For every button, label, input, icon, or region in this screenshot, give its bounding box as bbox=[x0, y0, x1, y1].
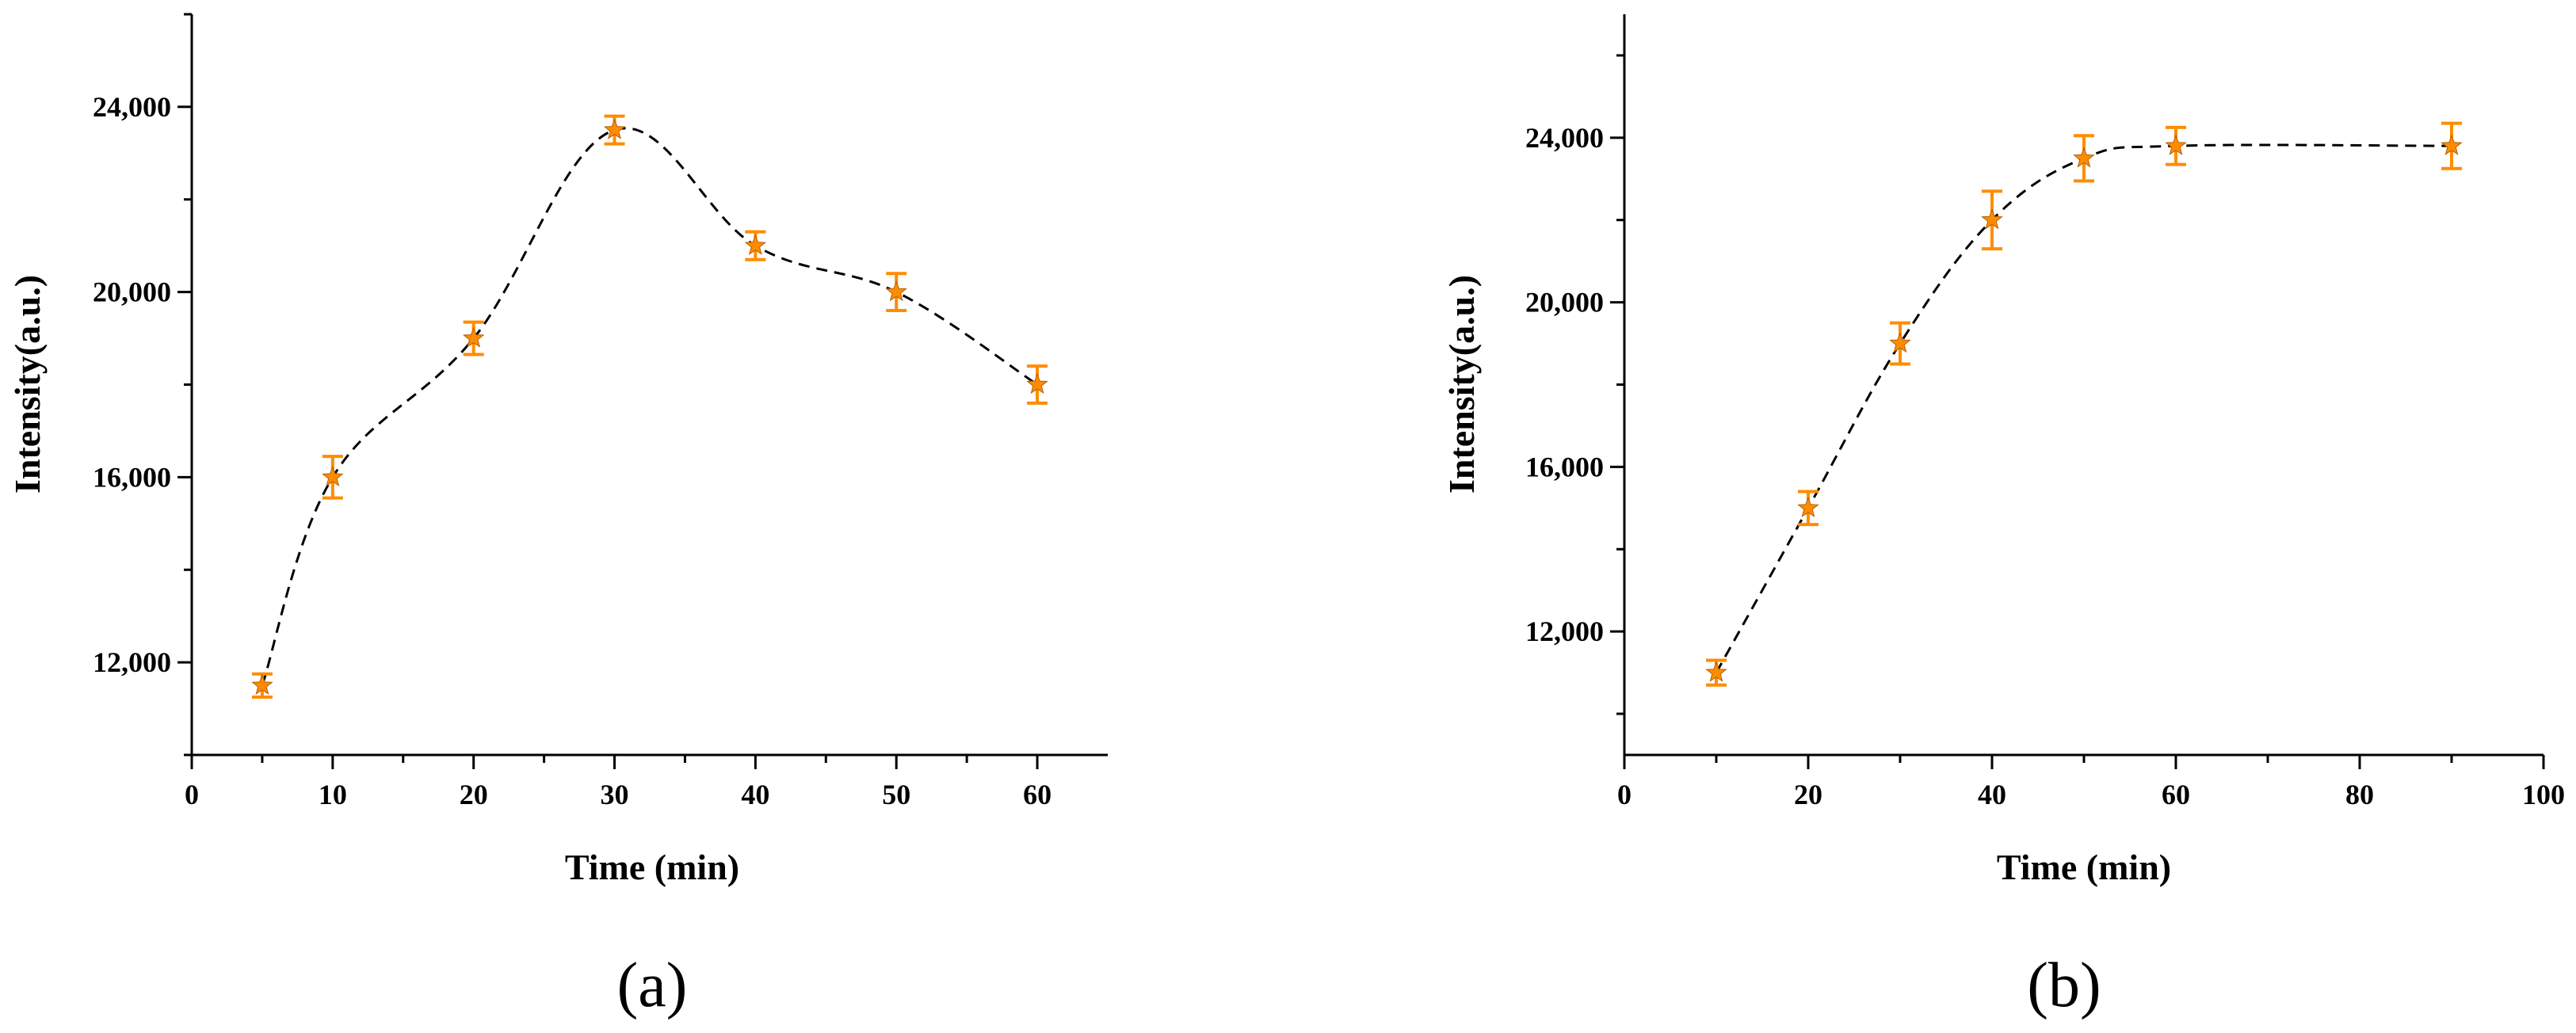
x-axis-label: Time (min) bbox=[1997, 847, 2171, 887]
y-axis-label: Intensity(a.u.) bbox=[7, 275, 48, 494]
y-tick-label: 12,000 bbox=[1525, 616, 1604, 647]
x-tick-label: 50 bbox=[882, 779, 910, 810]
y-tick-label: 12,000 bbox=[93, 646, 171, 678]
series-line bbox=[261, 127, 1038, 686]
data-point-star bbox=[744, 234, 767, 255]
y-tick-label: 20,000 bbox=[93, 276, 171, 308]
y-tick-label: 16,000 bbox=[1525, 451, 1604, 482]
data-point-star bbox=[462, 326, 485, 348]
data-point-star bbox=[2441, 134, 2463, 155]
panel-label: (a) bbox=[617, 951, 688, 1020]
x-tick-label: 60 bbox=[2162, 779, 2190, 810]
data-point-star bbox=[1705, 661, 1727, 682]
x-tick-label: 40 bbox=[741, 779, 769, 810]
data-point-star bbox=[1889, 332, 1911, 353]
y-tick-label: 16,000 bbox=[93, 461, 171, 493]
data-point-star bbox=[251, 673, 273, 696]
chart-panel-b: Time (min) Intensity(a.u.) (b) 0 20 40 60 80… bbox=[1441, 14, 2565, 1020]
data-point-star bbox=[2073, 147, 2095, 168]
data-point-star bbox=[603, 118, 626, 139]
x-tick-label: 30 bbox=[601, 779, 629, 810]
x-axis-label: Time (min) bbox=[565, 847, 739, 887]
data-point-star bbox=[885, 280, 907, 302]
data-point-star bbox=[1026, 373, 1048, 395]
x-tick-label: 40 bbox=[1978, 779, 2006, 810]
x-tick-label: 60 bbox=[1023, 779, 1051, 810]
x-tick-label: 0 bbox=[1617, 779, 1631, 810]
chart-panel-a: Time (min) Intensity(a.u.) (a) 0 10 20 30 40… bbox=[7, 13, 1108, 1020]
y-tick-label: 24,000 bbox=[1525, 122, 1604, 154]
y-axis-label: Intensity(a.u.) bbox=[1441, 275, 1482, 494]
y-tick-label: 20,000 bbox=[1525, 287, 1604, 318]
x-tick-label: 0 bbox=[185, 779, 199, 810]
x-tick-label: 20 bbox=[1794, 779, 1822, 810]
x-tick-label: 10 bbox=[319, 779, 347, 810]
data-point-star bbox=[322, 465, 344, 487]
data-point-star bbox=[1797, 496, 1819, 518]
data-point-star bbox=[2165, 134, 2187, 155]
y-tick-label: 24,000 bbox=[93, 91, 171, 123]
x-tick-label: 100 bbox=[2522, 779, 2565, 810]
x-tick-label: 80 bbox=[2345, 779, 2374, 810]
data-point-star bbox=[1981, 208, 2003, 230]
x-tick-label: 20 bbox=[460, 779, 488, 810]
panel-label: (b) bbox=[2027, 951, 2101, 1020]
series-line bbox=[1715, 143, 2452, 673]
